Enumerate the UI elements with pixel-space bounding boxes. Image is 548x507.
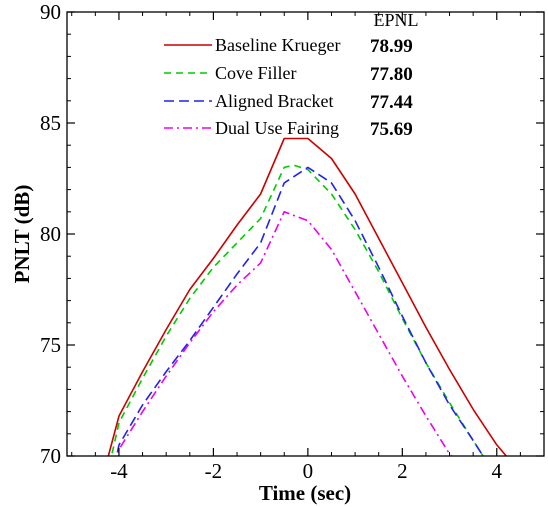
legend-label-dual-use-fairing: Dual Use Fairing <box>215 118 339 138</box>
legend-label-aligned-bracket: Aligned Bracket <box>215 91 333 111</box>
series-line-cove-filler <box>110 164 484 456</box>
x-tick-label: -2 <box>205 459 223 483</box>
series-line-aligned-bracket <box>115 166 484 456</box>
legend-epnl-aligned-bracket: 77.44 <box>370 92 413 113</box>
y-tick-label: 75 <box>40 333 61 357</box>
legend-label-cove-filler: Cove Filler <box>215 63 297 83</box>
legend-epnl-baseline-krueger: 78.99 <box>370 36 413 57</box>
y-tick-label: 70 <box>40 444 61 468</box>
legend-value-header: EPNL <box>374 10 419 30</box>
x-tick-label: 4 <box>492 459 503 483</box>
y-tick-label: 90 <box>40 0 61 24</box>
x-tick-label: -4 <box>110 459 128 483</box>
y-tick-label: 85 <box>40 111 61 135</box>
x-tick-label: 2 <box>397 459 408 483</box>
legend-label-baseline-krueger: Baseline Krueger <box>215 35 340 55</box>
y-axis-title: PNLT (dB) <box>10 185 34 284</box>
x-axis-title: Time (sec) <box>259 481 351 505</box>
x-tick-label: 0 <box>303 459 314 483</box>
series-line-dual-use-fairing <box>116 211 453 456</box>
legend-epnl-dual-use-fairing: 75.69 <box>370 119 413 140</box>
series-line-baseline-krueger <box>107 137 508 456</box>
plot-frame <box>66 11 545 457</box>
y-tick-label: 80 <box>40 222 61 246</box>
legend-epnl-cove-filler: 77.80 <box>370 64 413 85</box>
